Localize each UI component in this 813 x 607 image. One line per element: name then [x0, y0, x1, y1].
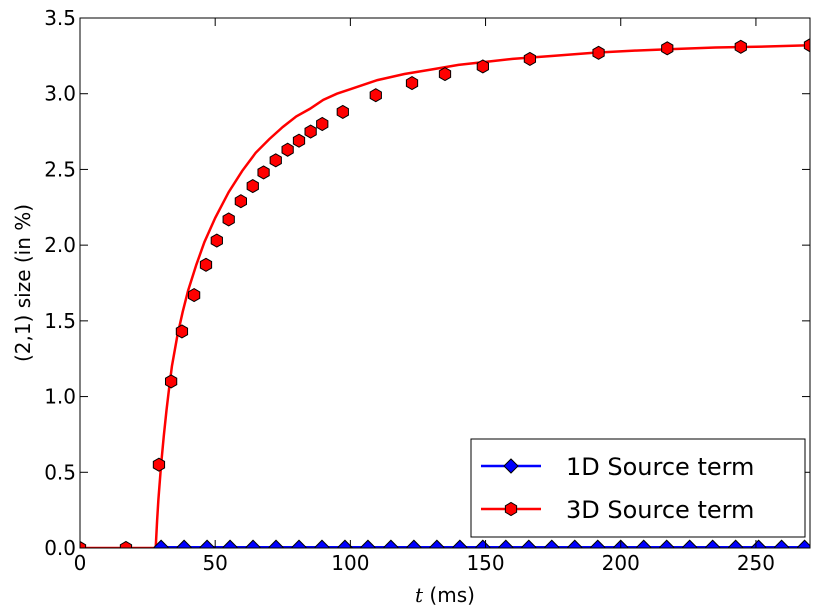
- series-1d-point: [773, 539, 790, 548]
- x-tick-label: 0: [74, 551, 87, 575]
- series-3d-point: [175, 324, 189, 339]
- series-1d-point: [429, 539, 445, 548]
- series-3d-point: [257, 165, 270, 180]
- y-tick-label: 1.5: [44, 309, 76, 333]
- series-1d-point: [245, 539, 261, 548]
- y-tick-label: 0.5: [44, 460, 76, 484]
- series-1d-point: [360, 539, 376, 548]
- series-1d-point: [222, 539, 238, 548]
- series-1d-point: [796, 539, 810, 548]
- series-1d-point: [475, 539, 491, 548]
- y-tick-label: 0.0: [44, 536, 76, 560]
- series-1d-point: [383, 539, 399, 548]
- x-axis-label-variable: t: [415, 583, 424, 607]
- series-3d-point: [187, 288, 201, 303]
- series-1d-point: [199, 539, 215, 548]
- series-1d-point: [636, 539, 652, 548]
- series-3d-point: [476, 59, 489, 74]
- legend-label: 3D Source term: [566, 496, 754, 524]
- y-tick-label: 3.0: [44, 82, 76, 106]
- axes-frame: [79, 17, 811, 549]
- legend-marker: [503, 458, 519, 474]
- series-3d-point: [152, 457, 166, 472]
- series-3d-point: [803, 38, 810, 53]
- y-tick-label: 1.0: [44, 385, 76, 409]
- series-1d-point: [176, 539, 192, 548]
- x-axis-label: t (ms): [415, 583, 475, 607]
- series-3d-point: [199, 257, 213, 272]
- x-tick-label: 250: [737, 551, 775, 575]
- series-3d-point: [292, 133, 306, 148]
- series-3d-line: [80, 44, 810, 548]
- series-1d-point: [750, 539, 767, 548]
- x-tick-label: 150: [466, 551, 504, 575]
- series-3d-point: [210, 233, 223, 248]
- series-3d-point: [592, 45, 605, 60]
- legend: 1D Source term 3D Source term: [470, 438, 806, 538]
- series-3d-point: [734, 39, 747, 54]
- series-1d-point: [521, 539, 537, 548]
- series-1d-point: [590, 539, 606, 548]
- series-3d-point: [234, 194, 247, 209]
- plot-area: [80, 38, 810, 548]
- series-3d-point: [119, 540, 133, 548]
- x-axis-label-unit: (ms): [423, 583, 475, 607]
- series-1d-point: [681, 539, 698, 548]
- ticks: 0 50 100 150 200 250 0.0 0.5 1.0 1.5 2.0 2.5 3.0 3.5: [44, 6, 810, 575]
- series-3d-point: [281, 142, 294, 157]
- y-tick-label: 2.0: [44, 233, 76, 257]
- series-1d-point: [452, 539, 468, 548]
- series-3d-point: [269, 153, 282, 168]
- series-1d-point: [567, 539, 583, 548]
- series-3d-point: [369, 88, 382, 103]
- series-3d-point: [336, 104, 349, 119]
- legend-marker: [504, 501, 518, 517]
- series-1d-point: [337, 539, 353, 548]
- y-axis-label: (2,1) size (in %): [11, 204, 35, 362]
- series-3d-point: [304, 124, 317, 139]
- series-1d-point: [268, 539, 284, 548]
- series-1d-point: [498, 539, 514, 548]
- series-3d-point: [405, 76, 419, 91]
- series-1d-point: [544, 539, 560, 548]
- series-3d-point: [222, 212, 235, 227]
- series-1d-point: [291, 539, 307, 548]
- x-tick-label: 50: [202, 551, 227, 575]
- legend-label: 1D Source term: [566, 453, 754, 481]
- series-1d-point: [704, 539, 721, 548]
- series-3d-point: [661, 41, 674, 56]
- series-3d-point: [316, 116, 329, 132]
- series-3d-point: [246, 179, 259, 194]
- y-tick-label: 3.5: [44, 6, 76, 30]
- x-tick-label: 100: [331, 551, 369, 575]
- series-1d-point: [727, 539, 744, 548]
- series-3d-point: [164, 374, 178, 389]
- series-1d-point: [406, 539, 422, 548]
- series-1d-point: [153, 539, 169, 548]
- series-1d-point: [314, 539, 330, 548]
- x-tick-label: 200: [602, 551, 640, 575]
- series-3d-point: [438, 66, 452, 82]
- series-1d-point: [658, 539, 675, 548]
- legend-box: [470, 438, 806, 538]
- y-tick-label: 2.5: [44, 157, 76, 181]
- series-3d-point: [80, 540, 87, 548]
- series-3d-point: [523, 51, 537, 66]
